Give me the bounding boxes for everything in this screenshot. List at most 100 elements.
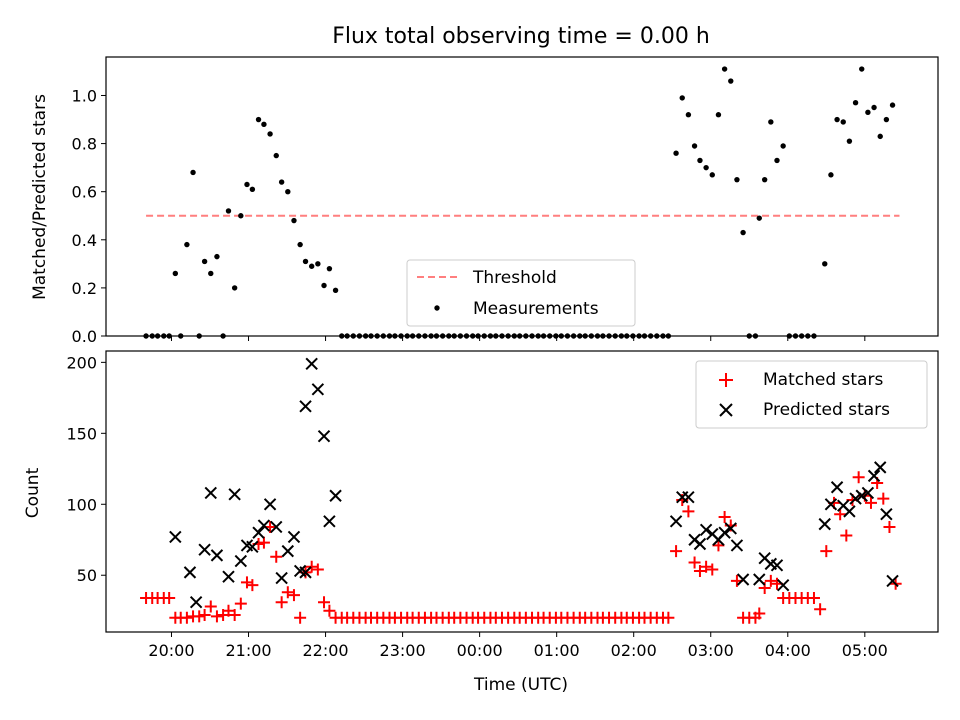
bottom-axes: 50 100 150 200 20:00 21:00 22:00 23:00 00:00 01:… (23, 350, 939, 695)
measurement-point (332, 287, 339, 294)
measurement-point (774, 157, 780, 164)
bottom-axes-frame (105, 350, 939, 633)
measurement-point (834, 116, 840, 123)
matched-star-point (693, 564, 706, 577)
top-y-axis-label: Matched/Predicted stars (30, 94, 50, 300)
matched-star-point (222, 604, 235, 617)
matched-star-point (311, 563, 324, 576)
predicted-star-point (693, 537, 707, 551)
top-y-ticks: 0.0 0.2 0.4 0.6 0.8 1.0 (72, 86, 106, 346)
matched-star-point (662, 611, 675, 624)
bottom-y-tick-label: 50 (77, 566, 97, 585)
matched-star-point (305, 560, 318, 573)
predicted-star-point (818, 517, 831, 531)
measurement-point (840, 119, 846, 125)
matched-star-point (180, 611, 193, 624)
x-tick-label: 01:00 (534, 641, 580, 660)
measurement-point (190, 169, 196, 176)
measurement-point (321, 282, 327, 289)
matched-star-point (883, 520, 896, 533)
measurement-point (691, 143, 698, 149)
measurement-point (728, 78, 734, 84)
predicted-star-point (222, 570, 235, 583)
predicted-star-point (849, 492, 862, 505)
top-y-tick-label: 0.8 (72, 135, 97, 154)
measurement-point (278, 179, 285, 185)
predicted-star-point (204, 486, 217, 500)
top-x-ticks (170, 336, 866, 341)
predicted-star-point (736, 573, 750, 586)
matched-star-point (228, 608, 241, 621)
matched-star-point (323, 604, 336, 617)
matched-star-point (294, 611, 307, 624)
measurement-point (709, 172, 715, 178)
matched-star-point (281, 586, 294, 599)
bottom-legend-box (695, 360, 928, 429)
legend-matched-swatch (719, 373, 733, 387)
measurement-point (859, 66, 865, 72)
predicted-star-point (874, 461, 887, 474)
matched-star-point (287, 589, 300, 602)
measurement-point (846, 138, 853, 144)
x-tick-label: 23:00 (380, 641, 426, 660)
legend-threshold-label: Threshold (472, 268, 557, 288)
measurement-point (852, 99, 859, 106)
matched-star-point (807, 591, 820, 604)
measurement-point (715, 112, 722, 118)
matched-star-point (820, 545, 833, 558)
matched-star-point (670, 545, 683, 558)
matched-star-point (753, 607, 766, 620)
matched-star-point (682, 505, 695, 518)
matched-star-point (877, 492, 890, 505)
predicted-star-point (270, 520, 283, 534)
measurement-point (883, 116, 890, 123)
matched-star-point (270, 550, 283, 563)
measurement-point (697, 157, 703, 164)
matched-star-point (198, 608, 211, 621)
matched-star-point (193, 610, 206, 623)
measurement-point (231, 285, 238, 291)
matched-star-point (814, 603, 827, 616)
matched-star-point (246, 579, 259, 592)
x-tick-label: 20:00 (148, 641, 194, 660)
top-y-tick-label: 0.4 (72, 231, 97, 250)
predicted-star-point (263, 498, 277, 511)
legend-measurements-swatch (434, 305, 440, 311)
predicted-star-point (867, 469, 881, 483)
measurement-point (273, 152, 279, 159)
predicted-star-point (855, 489, 868, 502)
x-tick-label: 03:00 (688, 641, 734, 660)
matched-star-point (163, 591, 176, 604)
predicted-star-point (281, 544, 295, 558)
legend-measurements-label: Measurements (473, 299, 599, 319)
predicted-star-point (299, 400, 312, 413)
measurement-point (768, 119, 774, 125)
predicted-star-point (861, 486, 875, 500)
measurement-point (673, 150, 679, 156)
measurement-point (184, 241, 190, 248)
measurement-point (877, 133, 883, 140)
predicted-star-point (210, 549, 224, 562)
measurement-point (225, 208, 232, 214)
matched-star-point (712, 539, 725, 552)
predicted-star-point (699, 523, 713, 537)
matched-star-point (764, 574, 777, 587)
measurement-point (326, 265, 333, 272)
measurement-point (679, 95, 685, 101)
measurement-point (756, 215, 762, 221)
measurement-point (172, 270, 179, 277)
predicted-star-point (776, 578, 790, 592)
predicted-star-point (275, 571, 288, 585)
measurement-point (889, 102, 896, 108)
predicted-star-point (724, 522, 737, 535)
x-tick-label: 02:00 (611, 641, 657, 660)
predicted-star-point (669, 515, 683, 528)
measurement-point (201, 258, 208, 265)
predicted-star-point (234, 554, 248, 568)
measurement-point (214, 253, 220, 260)
predicted-star-point (287, 530, 301, 544)
top-legend-box (406, 259, 636, 327)
measurement-point (871, 104, 877, 111)
measurement-point (308, 263, 315, 269)
predicted-star-point (311, 383, 325, 396)
